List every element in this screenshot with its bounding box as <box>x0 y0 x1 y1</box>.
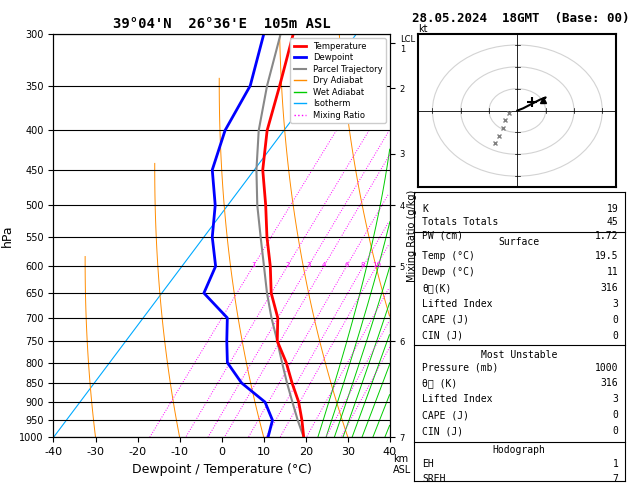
Text: 7: 7 <box>613 474 618 485</box>
Text: CAPE (J): CAPE (J) <box>422 315 469 325</box>
Text: 0: 0 <box>613 315 618 325</box>
Text: 1000: 1000 <box>595 363 618 373</box>
Text: Mixing Ratio (g/kg): Mixing Ratio (g/kg) <box>407 190 417 282</box>
Text: 1.72: 1.72 <box>595 231 618 241</box>
Text: km
ASL: km ASL <box>393 453 411 475</box>
Text: K: K <box>422 204 428 213</box>
Text: Pressure (mb): Pressure (mb) <box>422 363 499 373</box>
Text: Surface: Surface <box>499 237 540 247</box>
Text: 3: 3 <box>306 262 311 268</box>
Text: CAPE (J): CAPE (J) <box>422 410 469 420</box>
Text: kt: kt <box>418 24 428 34</box>
Text: θᴇ(K): θᴇ(K) <box>422 283 452 293</box>
Text: 0: 0 <box>613 331 618 341</box>
Text: Dewp (°C): Dewp (°C) <box>422 267 475 277</box>
Text: 8: 8 <box>361 262 365 268</box>
Text: 45: 45 <box>606 217 618 227</box>
Text: 316: 316 <box>601 283 618 293</box>
Text: CIN (J): CIN (J) <box>422 331 464 341</box>
Text: Lifted Index: Lifted Index <box>422 299 493 309</box>
Text: 0: 0 <box>613 426 618 436</box>
Text: 0: 0 <box>613 410 618 420</box>
Text: 19.5: 19.5 <box>595 251 618 261</box>
Text: 3: 3 <box>613 299 618 309</box>
Text: 3: 3 <box>613 395 618 404</box>
Text: Totals Totals: Totals Totals <box>422 217 499 227</box>
Text: 11: 11 <box>606 267 618 277</box>
Text: 4: 4 <box>321 262 326 268</box>
Text: 19: 19 <box>606 204 618 213</box>
Text: 28.05.2024  18GMT  (Base: 00): 28.05.2024 18GMT (Base: 00) <box>412 12 629 25</box>
X-axis label: Dewpoint / Temperature (°C): Dewpoint / Temperature (°C) <box>132 463 311 476</box>
Text: Hodograph: Hodograph <box>493 445 546 455</box>
Text: Lifted Index: Lifted Index <box>422 395 493 404</box>
Text: 10: 10 <box>372 262 381 268</box>
Text: Temp (°C): Temp (°C) <box>422 251 475 261</box>
Text: 1: 1 <box>251 262 255 268</box>
Text: 1: 1 <box>613 459 618 469</box>
Text: Most Unstable: Most Unstable <box>481 349 557 360</box>
Y-axis label: hPa: hPa <box>1 225 14 247</box>
Text: 6: 6 <box>344 262 348 268</box>
Text: EH: EH <box>422 459 434 469</box>
Legend: Temperature, Dewpoint, Parcel Trajectory, Dry Adiabat, Wet Adiabat, Isotherm, Mi: Temperature, Dewpoint, Parcel Trajectory… <box>291 38 386 123</box>
Title: 39°04'N  26°36'E  105m ASL: 39°04'N 26°36'E 105m ASL <box>113 17 331 32</box>
Text: CIN (J): CIN (J) <box>422 426 464 436</box>
Text: 2: 2 <box>285 262 289 268</box>
Text: θᴇ (K): θᴇ (K) <box>422 379 457 388</box>
Text: PW (cm): PW (cm) <box>422 231 464 241</box>
Text: SREH: SREH <box>422 474 446 485</box>
Text: 316: 316 <box>601 379 618 388</box>
